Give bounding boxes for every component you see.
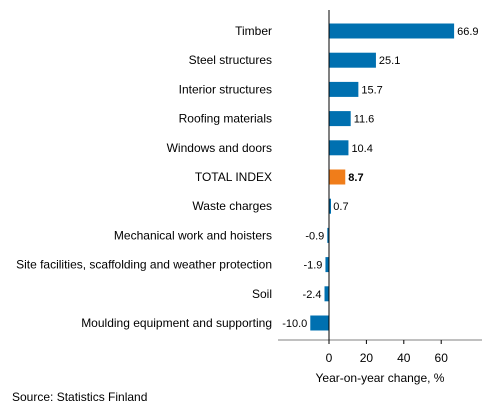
value-label-steel-structures: 25.1 [379,55,400,67]
value-label-mechanical-work-and-hoisters: -0.9 [305,230,324,242]
value-label-soil: -2.4 [303,289,322,301]
category-label-timber: Timber [235,24,272,38]
category-label-soil: Soil [252,287,272,301]
bar-mechanical-work-and-hoisters [327,227,330,243]
source-note: Source: Statistics Finland [12,390,148,404]
category-label-site-facilities-scaffolding-and-weather-protection: Site facilities, scaffolding and weather… [16,258,272,272]
x-tick-label-0: 0 [326,351,333,365]
category-labels-group: Timber Steel structures Interior structure… [16,24,272,330]
category-label-steel-structures: Steel structures [189,53,272,67]
x-tick-label-40: 40 [397,351,411,365]
bar-roofing-materials [329,111,351,127]
category-label-mechanical-work-and-hoisters: Mechanical work and hoisters [114,228,272,242]
bar-total-index [329,169,346,185]
bar-site-facilities-scaffolding-and-weather-protection [325,257,329,273]
value-label-moulding-equipment-and-supporting: -10.0 [282,318,307,330]
value-label-roofing-materials: 11.6 [354,114,375,126]
bar-steel-structures [329,52,376,68]
value-label-windows-and-doors: 10.4 [351,143,372,155]
category-label-windows-and-doors: Windows and doors [167,141,272,155]
x-tick-label-20: 20 [360,351,374,365]
value-label-timber: 66.9 [457,26,478,38]
category-label-roofing-materials: Roofing materials [179,112,272,126]
x-axis-title: Year-on-year change, % [316,371,445,385]
category-label-interior-structures: Interior structures [179,82,272,96]
x-axis: 0 20 40 60 [278,339,482,365]
category-label-waste-charges: Waste charges [192,199,272,213]
bar-timber [329,23,455,39]
bar-windows-and-doors [329,140,349,156]
bar-waste-charges [329,198,331,214]
bars-group [310,23,455,331]
category-label-moulding-equipment-and-supporting: Moulding equipment and supporting [81,316,272,330]
category-label-total-index: TOTAL INDEX [195,170,272,184]
bar-soil [324,286,329,302]
x-tick-label-60: 60 [435,351,449,365]
value-labels-group: 66.9 25.1 15.7 11.6 10.4 8.7 0.7 -0.9 -1.9 -2.4 -1… [282,26,478,330]
bar-moulding-equipment-and-supporting [310,315,329,331]
bar-interior-structures [329,81,359,97]
value-label-site-facilities-scaffolding-and-weather-protection: -1.9 [303,260,322,272]
value-label-interior-structures: 15.7 [361,84,382,96]
value-label-waste-charges: 0.7 [333,201,348,213]
value-label-total-index: 8.7 [348,172,363,184]
